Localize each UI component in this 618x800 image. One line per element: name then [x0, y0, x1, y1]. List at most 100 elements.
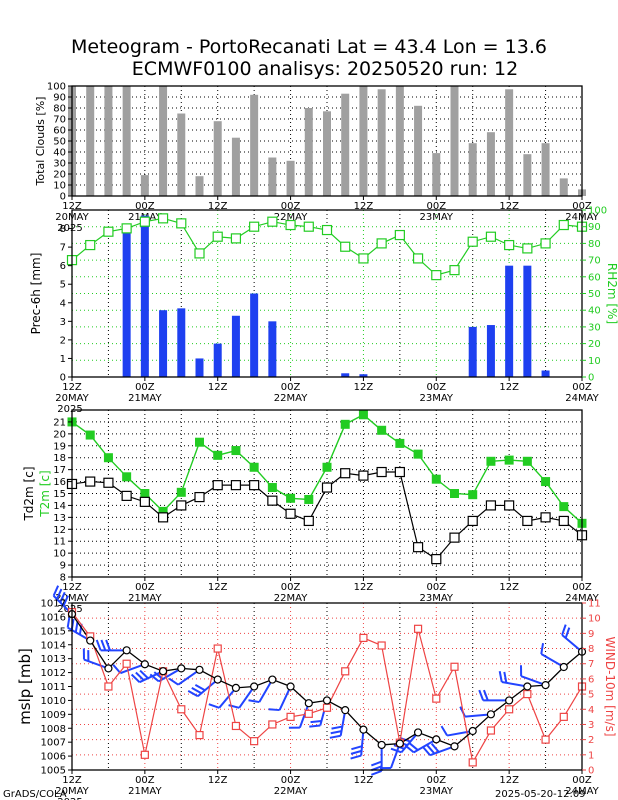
wind-barb-staff	[238, 685, 255, 709]
y2-tick-label: 9	[588, 629, 594, 640]
x-tick-date: 22MAY	[274, 786, 308, 797]
wind-barb-flag	[561, 624, 567, 636]
mslp-marker	[140, 660, 149, 669]
x-tick-label: 00Z	[281, 382, 301, 393]
title-line2: ECMWF0100 analisys: 20250520 run: 12	[132, 58, 518, 80]
x-tick-label: 00Z	[135, 382, 155, 393]
y2-tick-label: 2	[588, 735, 594, 746]
rh-marker	[431, 270, 442, 281]
y2-tick-label: 20	[588, 339, 601, 350]
wind-marker	[213, 644, 222, 653]
x-tick-label: 12Z	[62, 382, 82, 393]
mslp-marker	[541, 681, 550, 690]
y2-tick-label: 10	[588, 614, 601, 625]
y-tick-label: 1015	[41, 626, 66, 637]
y-tick-label: 9	[60, 561, 66, 572]
y-tick-label: 1013	[41, 654, 66, 665]
precip-bar	[523, 265, 532, 377]
y-tick-label: 11	[53, 537, 66, 548]
footer-right: 2025-05-20-12:09	[495, 789, 586, 800]
cloud-bar	[140, 175, 149, 196]
wind-barb-flag	[422, 746, 431, 756]
cloud-bar	[414, 105, 423, 196]
mslp-marker	[432, 735, 441, 744]
rh-marker	[358, 253, 369, 264]
wind-barb-staff	[298, 702, 310, 728]
td2m-marker	[522, 515, 533, 527]
x-tick-label: 00Z	[572, 201, 592, 212]
y-tick-label: 16	[53, 477, 66, 488]
x-tick-label: 12Z	[354, 775, 374, 786]
cloud-bar	[432, 153, 441, 196]
y2-tick-label: 80	[588, 239, 601, 250]
rh-marker	[540, 238, 551, 249]
cloud-bar	[523, 154, 532, 196]
x-tick-label: 12Z	[499, 775, 519, 786]
t2m-marker	[122, 472, 132, 482]
wind-marker	[122, 659, 131, 668]
x-tick-date: 22MAY	[274, 393, 308, 404]
y-tick-label: 100	[47, 82, 66, 93]
rh-marker	[504, 239, 515, 251]
t2m-marker	[468, 490, 478, 500]
t2m-marker	[176, 487, 186, 497]
mslp-marker	[177, 664, 186, 673]
wind-barb-flag	[329, 734, 341, 739]
mslp-marker	[268, 675, 277, 684]
wind-barb-flag	[139, 669, 149, 679]
rh-marker	[103, 226, 114, 237]
precip-bar	[341, 373, 350, 377]
rh-marker	[157, 213, 169, 224]
rh-marker	[558, 219, 569, 231]
cloud-bar	[468, 143, 477, 196]
y-tick-label: 13	[53, 513, 66, 524]
x-tick-label: 00Z	[572, 382, 592, 393]
y-tick-label: 21	[53, 417, 66, 428]
rh-marker	[139, 216, 150, 227]
x-tick-date: 20MAY	[55, 786, 89, 797]
wind-barb-flag	[248, 699, 260, 704]
y-tick-label: 2	[60, 335, 66, 346]
x-tick-date: 20MAY	[55, 393, 89, 404]
precip-bar	[159, 310, 168, 377]
t2m-marker	[140, 489, 150, 498]
precip-bar	[195, 358, 204, 377]
footer-left: GrADS/COLA	[3, 789, 67, 800]
wind-marker	[268, 720, 277, 729]
mslp-marker	[122, 646, 131, 655]
td2m-marker	[285, 508, 296, 519]
x-tick-date: 23MAY	[420, 212, 454, 223]
x-tick-date: 24MAY	[565, 593, 599, 604]
t2m-marker	[522, 456, 532, 466]
x-tick-label: 00Z	[572, 775, 592, 786]
wind-barb-flag	[149, 673, 160, 683]
y-tick-label: 80	[53, 104, 66, 115]
x-tick-date: 23MAY	[420, 786, 454, 797]
y2-tick-label: 60	[588, 272, 601, 283]
mslp-marker	[304, 699, 313, 708]
y2-tick-label: 0	[588, 373, 594, 384]
wind-barb-flag	[112, 664, 122, 674]
wind-barb-flag	[540, 642, 545, 655]
wind-barb-flag	[66, 616, 71, 628]
y-tick-label: 8	[60, 224, 66, 235]
wind-marker	[177, 705, 186, 714]
wind-barb-staff	[177, 668, 201, 686]
precip-bar	[213, 343, 222, 377]
rh-marker	[485, 231, 497, 242]
rh-marker	[249, 221, 260, 232]
t2m-marker	[504, 455, 514, 465]
y2-tick-label: 3	[588, 720, 594, 731]
wind-marker	[523, 689, 532, 699]
wind-barb-flag	[56, 588, 63, 600]
wind-marker	[377, 641, 386, 650]
rh-marker	[85, 239, 96, 251]
x-tick-label: 00Z	[135, 582, 155, 593]
t2m-marker	[213, 450, 223, 460]
wind-barb-flag	[130, 673, 141, 683]
rh-marker	[522, 243, 533, 254]
x-tick-label: 00Z	[281, 582, 301, 593]
wind-marker	[286, 712, 295, 721]
precip-bar	[541, 370, 550, 377]
